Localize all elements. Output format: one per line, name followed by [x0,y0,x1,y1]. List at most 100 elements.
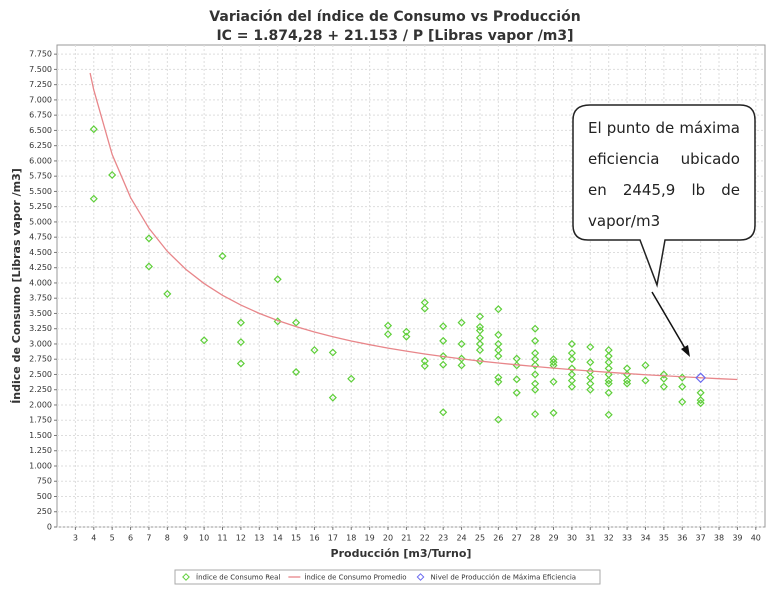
chart-title: Variación del índice de Consumo vs Produ… [209,9,580,25]
point [218,252,227,261]
x-tick-label: 31 [585,534,595,543]
x-tick-label: 34 [640,534,650,543]
arrow-head [681,345,690,357]
y-tick-label: 7.000 [29,95,52,104]
point [531,336,540,345]
x-tick-label: 7 [146,534,151,543]
point [108,170,117,180]
point [420,356,429,366]
point [402,332,411,341]
point [439,360,448,369]
y-tick-label: 3.500 [29,309,52,318]
x-tick-label: 40 [751,534,761,543]
point [292,318,301,327]
y-tick-label: 2.000 [29,400,52,409]
point [678,382,687,391]
point [659,374,668,383]
point [236,318,245,327]
y-tick-label: 3.000 [29,339,52,348]
point [641,361,650,370]
x-tick-label: 9 [183,534,188,543]
point [494,415,503,424]
point [586,342,595,352]
point [678,397,687,406]
x-tick-label: 3 [73,534,78,543]
y-tick-label: 7.500 [29,65,52,74]
y-tick-label: 2.750 [29,355,52,364]
x-tick-label: 11 [217,534,227,543]
y-tick-label: 5.000 [29,217,52,226]
point [696,399,705,408]
curve [89,72,738,381]
x-tick-label: 20 [383,534,393,543]
y-tick-label: 750 [37,477,52,486]
point [494,305,503,314]
point [347,374,356,383]
point [696,388,705,397]
x-tick-label: 37 [696,534,706,543]
y-tick-label: 6.000 [29,156,52,165]
point [292,367,301,377]
legend-label: Nivel de Producción de Máxima Eficiencia [431,574,577,582]
x-tick-label: 35 [659,534,669,543]
x-tick-label: 17 [328,534,338,543]
point [567,339,576,349]
point [144,262,153,271]
point [457,339,466,349]
y-tick-label: 6.250 [29,141,52,150]
point [89,194,98,203]
x-tick-label: 24 [456,534,466,543]
x-tick-label: 23 [438,534,448,543]
point [494,330,503,339]
legend-box [174,569,601,585]
point [236,359,245,368]
point [439,352,448,361]
point [623,376,632,385]
y-tick-label: 1.250 [29,446,52,455]
point [531,324,540,333]
y-tick-label: 7.250 [29,80,52,89]
point [531,410,540,419]
point [163,289,172,298]
point [531,385,540,394]
point [659,370,668,379]
point [604,379,613,388]
y-tick-label: 4.750 [29,233,52,242]
x-tick-label: 13 [254,534,264,543]
point [659,382,668,391]
point [512,375,521,384]
point [531,361,540,370]
x-tick-label: 4 [91,534,96,543]
callout-arrow [651,291,687,351]
y-tick-label: 0 [47,523,52,532]
y-tick-label: 5.500 [29,187,52,196]
x-tick-label: 32 [604,534,614,543]
legend-label: Índice de Consumo Real [196,573,280,582]
y-tick-label: 2.500 [29,370,52,379]
y-tick-label: 500 [37,492,52,501]
x-tick-label: 26 [493,534,503,543]
point [695,372,706,384]
point [475,326,485,335]
point [439,336,448,345]
point [89,125,98,134]
point [328,393,337,402]
x-tick-label: 14 [273,534,283,543]
point [641,376,650,385]
point [531,370,540,379]
x-tick-label: 22 [420,534,430,543]
point [402,327,411,336]
point [144,234,153,243]
y-tick-label: 3.750 [29,294,52,303]
point [549,358,558,367]
y-tick-label: 6.500 [29,126,52,135]
x-tick-label: 12 [236,534,246,543]
point [567,355,576,364]
point [567,382,576,391]
point [475,322,485,331]
point [475,312,485,321]
y-tick-label: 4.500 [29,248,52,257]
x-tick-label: 27 [512,534,522,543]
point [494,377,503,386]
